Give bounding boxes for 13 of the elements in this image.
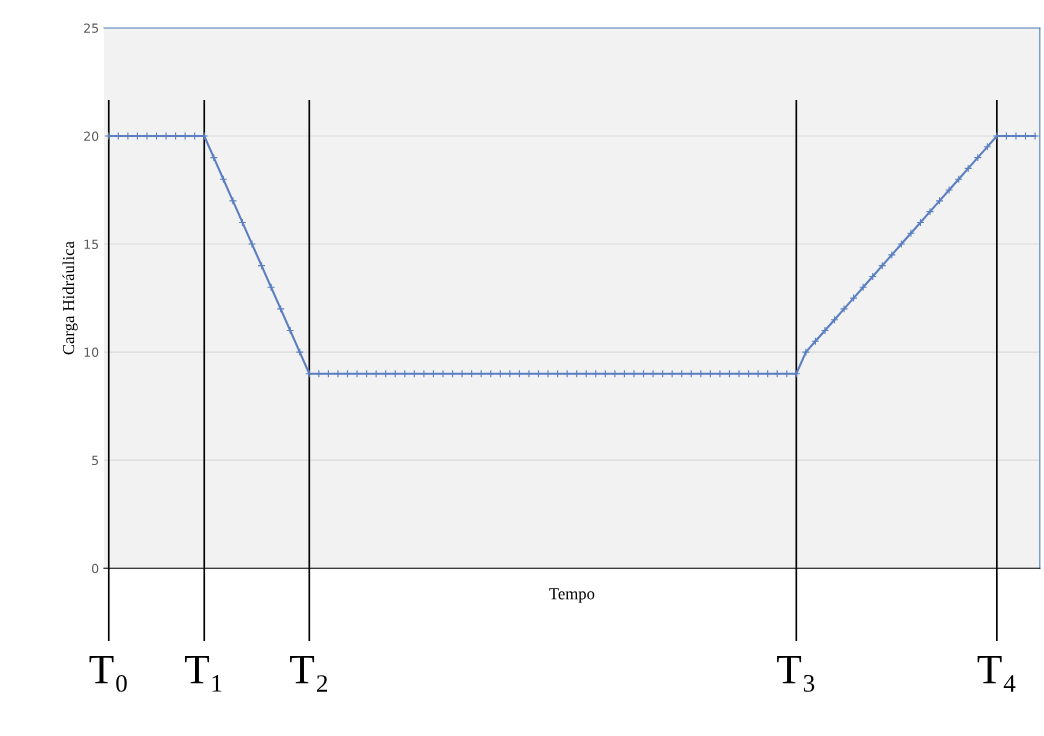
y-tick-label: 15 bbox=[84, 239, 99, 249]
y-tick-label: 0 bbox=[91, 563, 99, 574]
x-tick-label: T₂ bbox=[290, 655, 328, 692]
y-tick-label: 25 bbox=[84, 23, 99, 33]
y-axis-title: Carga Hidráulica bbox=[62, 241, 78, 355]
x-axis-title: Tempo bbox=[549, 588, 595, 603]
y-tick-label: 10 bbox=[84, 347, 99, 358]
y-tick-label: 20 bbox=[84, 131, 99, 141]
x-tick-label: T₃ bbox=[777, 655, 815, 692]
x-tick-label: T₀ bbox=[89, 655, 127, 692]
y-tick-label: 5 bbox=[92, 455, 99, 466]
x-tick-label: T₁ bbox=[185, 655, 222, 692]
x-tick-label: T₄ bbox=[977, 655, 1016, 692]
